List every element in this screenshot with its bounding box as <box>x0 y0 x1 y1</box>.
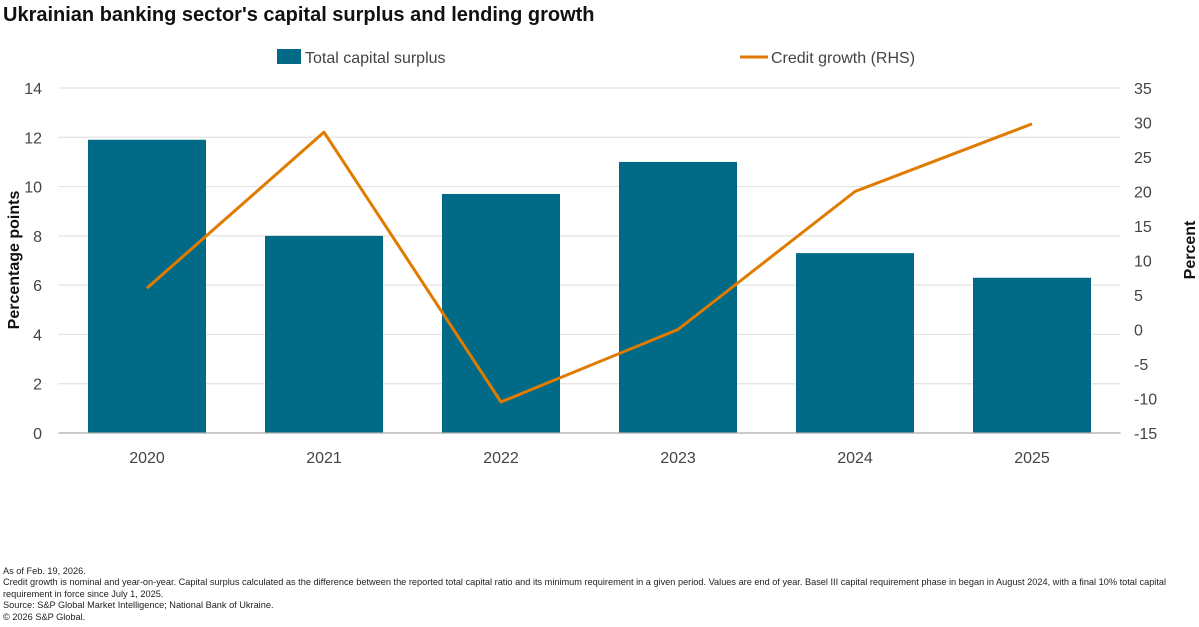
x-tick-label: 2022 <box>483 450 519 467</box>
y2-tick-label: -15 <box>1134 426 1157 443</box>
y-tick-label: 8 <box>33 229 42 246</box>
note-date: As of Feb. 19, 2026. <box>3 566 86 576</box>
bar-2021 <box>265 235 383 433</box>
note-source: Source: S&P Global Market Intelligence; … <box>3 600 274 611</box>
y2-tick-label: -5 <box>1134 357 1148 374</box>
credit-growth-line <box>146 122 1033 404</box>
bar-2024 <box>796 253 914 433</box>
bar-2025 <box>973 277 1091 433</box>
y-tick-label: 12 <box>24 130 42 147</box>
note-methodology: Credit growth is nominal and year-on-yea… <box>3 577 1167 599</box>
x-tick-label: 2024 <box>837 450 873 467</box>
x-tick-label: 2020 <box>129 450 165 467</box>
chart-notes: As of Feb. 19, 2026. Credit growth is no… <box>3 566 1198 623</box>
x-tick-label: 2025 <box>1014 450 1050 467</box>
legend-label-line: Credit growth (RHS) <box>771 50 915 67</box>
y-tick-label: 2 <box>33 377 42 394</box>
y2-tick-label: 20 <box>1134 185 1152 202</box>
y2-tick-label: 15 <box>1134 219 1152 236</box>
y2-tick-label: 30 <box>1134 116 1152 133</box>
legend-label-bar: Total capital surplus <box>305 50 446 67</box>
y2-axis-title: Percent <box>1182 220 1199 279</box>
y2-tick-label: 10 <box>1134 254 1152 271</box>
y2-tick-label: 5 <box>1134 288 1143 305</box>
y-tick-label: 0 <box>33 426 42 443</box>
y2-tick-label: -10 <box>1134 392 1157 409</box>
legend-swatch-bar <box>277 49 301 64</box>
y-tick-label: 14 <box>24 81 42 98</box>
y2-tick-label: 25 <box>1134 150 1152 167</box>
x-tick-label: 2023 <box>660 450 696 467</box>
y-tick-label: 10 <box>24 180 42 197</box>
y-axis-title: Percentage points <box>6 191 23 330</box>
bar-2022 <box>442 193 560 433</box>
y2-tick-label: 0 <box>1134 323 1143 340</box>
note-copyright: © 2026 S&P Global. <box>3 611 86 622</box>
y-tick-label: 4 <box>33 327 42 344</box>
chart-title: Ukrainian banking sector's capital surpl… <box>3 4 595 26</box>
y2-tick-label: 35 <box>1134 81 1152 98</box>
y-tick-label: 6 <box>33 278 42 295</box>
x-tick-label: 2021 <box>306 450 342 467</box>
